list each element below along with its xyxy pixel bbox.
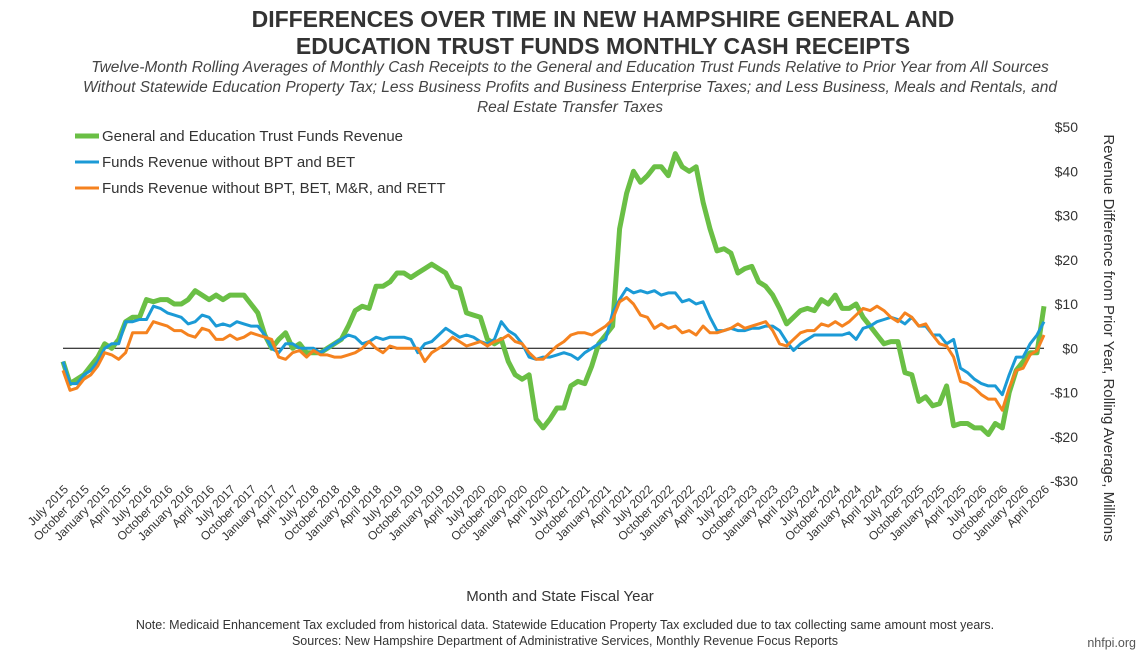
x-axis-title: Month and State Fiscal Year — [466, 588, 654, 605]
note: Note: Medicaid Enhancement Tax excluded … — [135, 618, 995, 632]
series-line — [61, 287, 1046, 397]
y-tick-label: -$20 — [1050, 429, 1078, 445]
y-tick-label: $50 — [1055, 119, 1079, 135]
series-line — [60, 151, 1047, 437]
series-line — [61, 295, 1046, 412]
chart-title: DIFFERENCES OVER TIME IN NEW HAMPSHIRE G… — [251, 6, 955, 59]
y-tick-label: $10 — [1055, 296, 1079, 312]
chart-subtitle: Twelve-Month Rolling Averages of Monthly… — [82, 59, 1058, 116]
y-tick-label: $40 — [1055, 163, 1079, 179]
legend-label: Funds Revenue without BPT, BET, M&R, and… — [102, 180, 445, 197]
y-tick-label: -$30 — [1050, 473, 1078, 489]
y-tick-label: $0 — [1062, 340, 1078, 356]
source: Sources: New Hampshire Department of Adm… — [291, 634, 839, 648]
y-tick-label: $20 — [1055, 252, 1079, 268]
legend-label: Funds Revenue without BPT and BET — [102, 154, 355, 171]
credit: nhfpi.org — [1087, 636, 1136, 650]
legend-label: General and Education Trust Funds Revenu… — [102, 128, 403, 145]
y-tick-label: -$10 — [1050, 385, 1078, 401]
y-tick-label: $30 — [1055, 208, 1079, 224]
y-axis-title: Revenue Difference from Prior Year, Roll… — [1100, 134, 1117, 541]
